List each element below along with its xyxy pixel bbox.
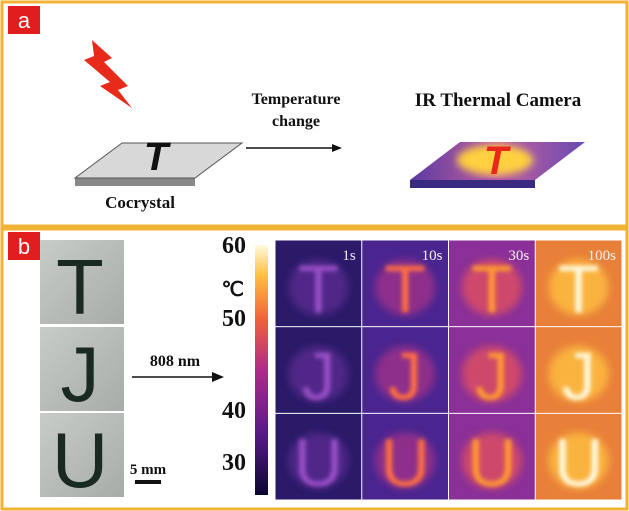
ir-letter: J xyxy=(475,338,509,414)
ir-halo xyxy=(288,346,349,403)
plate-edge xyxy=(75,178,195,186)
scale-bar xyxy=(135,480,161,484)
ir-letter: T xyxy=(471,252,513,328)
ir-letter: T xyxy=(484,139,512,183)
ir-halo xyxy=(461,432,522,489)
ir-halo xyxy=(548,432,609,489)
ir-letter: T xyxy=(384,252,426,328)
plate xyxy=(73,142,244,179)
photo xyxy=(40,240,124,324)
ir-letter: T xyxy=(298,252,340,328)
scale-label: 5 mm xyxy=(130,462,167,478)
ir-letter: U xyxy=(467,425,516,501)
panel-b-frame xyxy=(0,227,629,511)
ir-letter: J xyxy=(562,338,596,414)
panel-label: b xyxy=(18,234,30,259)
ir-glow xyxy=(457,145,533,175)
ir-halo xyxy=(288,432,349,489)
panel-label: a xyxy=(18,8,31,33)
colorbar-tick-label: 50 xyxy=(222,306,246,332)
ir-halo xyxy=(548,346,609,403)
ir-halo xyxy=(375,432,436,489)
panel-label-box xyxy=(8,6,40,34)
time-label: 30s xyxy=(508,248,529,264)
ir-letter: J xyxy=(388,338,422,414)
arrow-head xyxy=(212,372,224,382)
light-icon xyxy=(84,40,132,108)
photo-letter: U xyxy=(52,416,108,504)
ir-halo xyxy=(375,259,436,316)
ir-letter: T xyxy=(558,252,600,328)
ir-letter: J xyxy=(301,338,335,414)
ir-letter: U xyxy=(294,425,343,501)
colorbar-unit: ℃ xyxy=(222,279,244,301)
time-label: 100s xyxy=(588,248,617,264)
photo-letter: T xyxy=(56,243,104,331)
panel-a-frame xyxy=(0,0,629,228)
ir-plate-edge xyxy=(410,180,535,188)
ir-halo xyxy=(375,346,436,403)
ir-halo xyxy=(461,346,522,403)
camera-label: IR Thermal Camera xyxy=(415,90,582,111)
arrow-head xyxy=(332,144,342,152)
colorbar xyxy=(255,245,268,495)
ir-letter: U xyxy=(381,425,430,501)
colorbar-tick-label: 40 xyxy=(222,398,246,424)
ir-halo xyxy=(461,259,522,316)
ir-halo xyxy=(288,259,349,316)
photo xyxy=(40,413,124,497)
ir-halo xyxy=(548,259,609,316)
arrow-label: change xyxy=(272,113,320,130)
photo xyxy=(40,327,124,411)
time-label: 10s xyxy=(422,248,443,264)
ir-letter: U xyxy=(554,425,603,501)
time-label: 1s xyxy=(342,248,356,264)
sample-label: Cocrystal xyxy=(105,193,175,212)
photo-letter: J xyxy=(61,330,100,418)
colorbar-tick-label: 30 xyxy=(222,450,246,476)
plate-letter: T xyxy=(144,135,172,179)
excitation-label: 808 nm xyxy=(150,353,201,370)
panel-label-box xyxy=(8,232,40,260)
colorbar-tick-label: 60 xyxy=(222,233,246,259)
arrow-label: Temperature xyxy=(252,91,341,108)
